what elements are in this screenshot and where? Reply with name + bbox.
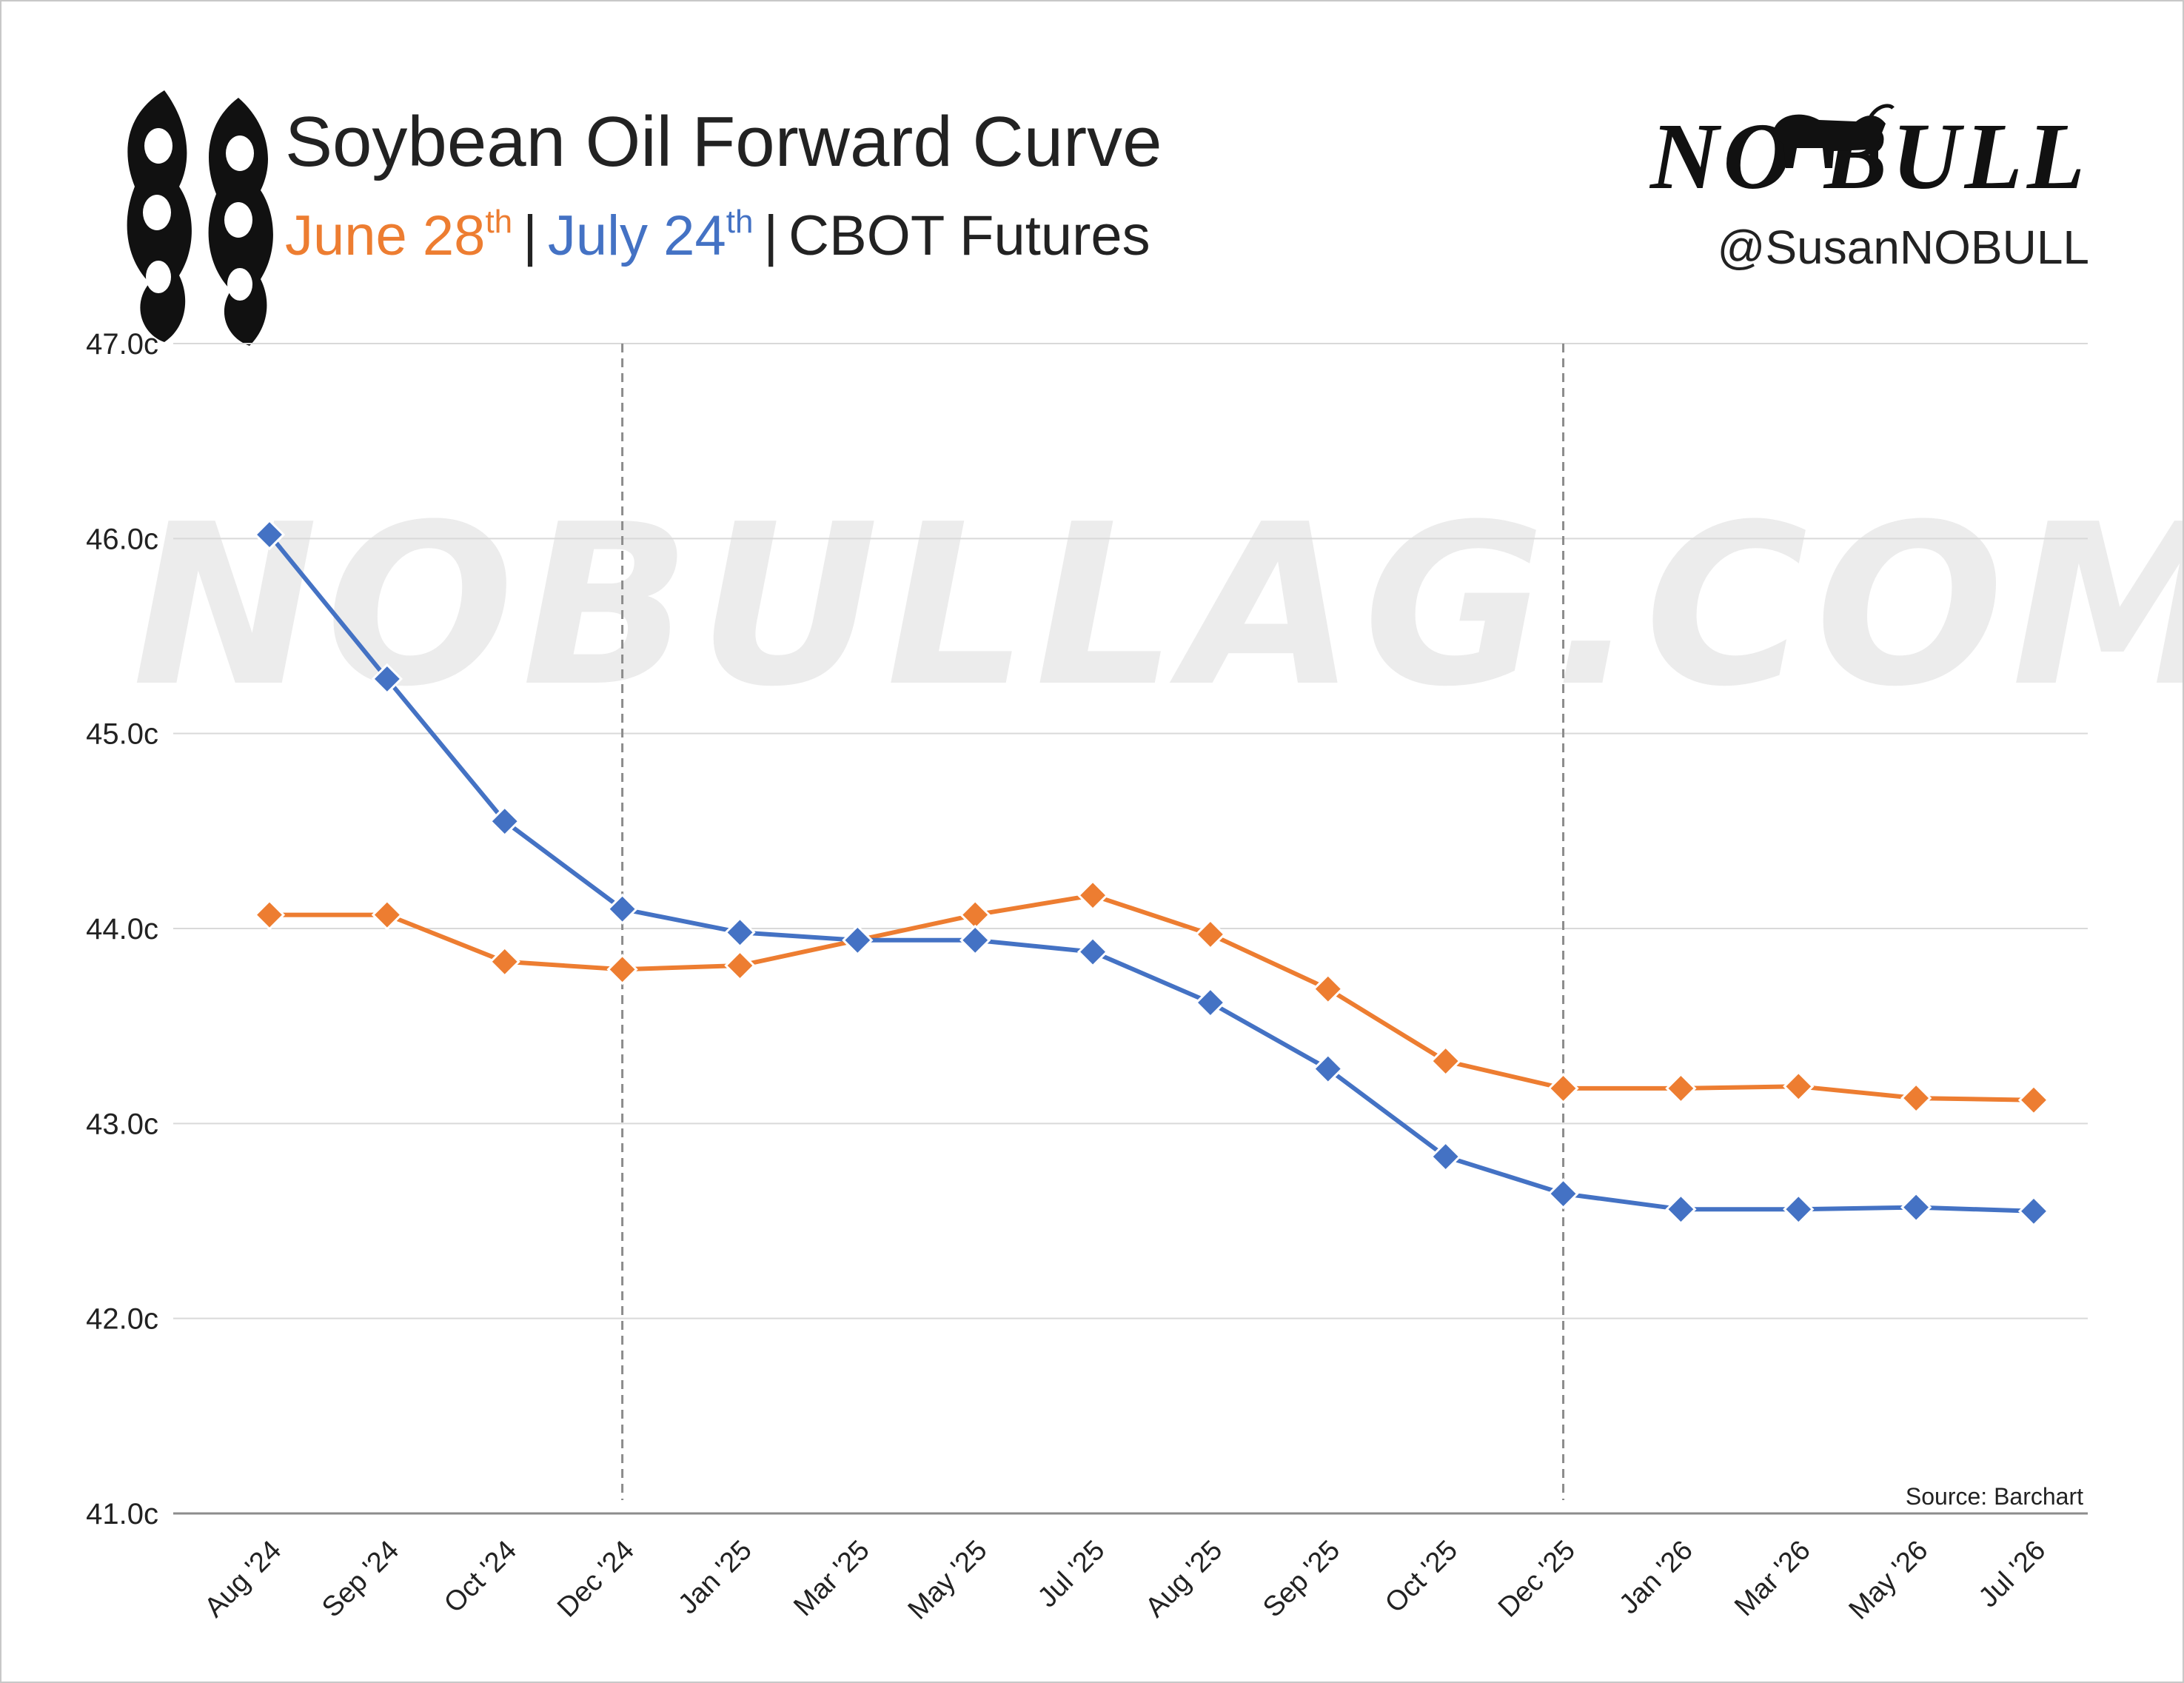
data-point: [1547, 1072, 1579, 1105]
y-tick-label: 41.0c: [86, 1498, 158, 1530]
data-point: [959, 924, 991, 956]
y-axis: 41.0c 42.0c 43.0c 44.0c 45.0c 46.0c 47.0c: [86, 328, 158, 1530]
data-point: [842, 924, 874, 956]
x-tick-label: Mar '25: [788, 1535, 875, 1622]
grid-lines: [173, 343, 2088, 1319]
x-tick-label: Sep '24: [316, 1535, 405, 1624]
legend-july-label: July 24: [548, 204, 726, 267]
data-point: [1312, 1053, 1344, 1085]
x-tick-label: Oct '25: [1379, 1535, 1464, 1619]
source-note: Source: Barchart: [1906, 1483, 2083, 1510]
data-point: [371, 663, 403, 695]
bull-icon: [1773, 104, 1895, 168]
data-point: [1665, 1194, 1697, 1225]
x-tick-label: Jan '26: [1613, 1535, 1699, 1621]
data-point: [1783, 1071, 1815, 1103]
series-line: [269, 893, 2034, 1103]
subtitle-separator-2: |: [763, 204, 778, 267]
watermark: NOBULLAG.COM: [133, 477, 2183, 735]
series-june: [253, 880, 2050, 1116]
data-point: [1430, 1140, 1461, 1173]
data-point: [1547, 1178, 1579, 1210]
data-point: [489, 946, 520, 977]
legend-june-label: June 28: [285, 204, 485, 267]
y-tick-label: 42.0c: [86, 1303, 158, 1336]
data-point: [1783, 1194, 1815, 1225]
series-layer: [253, 518, 2050, 1227]
data-point: [2017, 1195, 2050, 1227]
data-point: [606, 954, 638, 986]
data-point: [606, 893, 638, 925]
data-point: [1194, 986, 1227, 1019]
y-tick-label: 46.0c: [86, 523, 158, 555]
social-handle: @SusanNOBULL: [1717, 221, 2089, 274]
subtitle-suffix: CBOT Futures: [788, 204, 1150, 267]
x-tick-label: Mar '26: [1729, 1535, 1816, 1622]
legend-july-sup: th: [726, 204, 754, 240]
brand-logo: NO BULL: [1649, 104, 2085, 209]
y-tick-label: 47.0c: [86, 328, 158, 361]
x-tick-label: Jul '25: [1032, 1535, 1111, 1614]
data-point: [1900, 1082, 1932, 1114]
data-point: [253, 518, 286, 551]
data-point: [1430, 1045, 1461, 1077]
x-tick-label: Dec '24: [552, 1535, 640, 1624]
chart-subtitle: June 28th | July 24th | CBOT Futures: [285, 204, 1150, 267]
x-tick-label: May '25: [902, 1535, 994, 1626]
x-tick-label: Jul '26: [1973, 1535, 2052, 1614]
data-point: [724, 917, 756, 948]
x-tick-label: Oct '24: [438, 1535, 523, 1619]
x-tick-label: May '26: [1843, 1535, 1935, 1626]
soybean-pod-icon: [127, 90, 273, 346]
x-axis: Aug '24 Sep '24 Oct '24 Dec '24 Jan '25 Mar '…: [198, 1535, 2051, 1626]
x-tick-label: Jan '25: [672, 1535, 758, 1621]
data-point: [371, 899, 403, 931]
data-point: [489, 806, 520, 837]
y-tick-label: 43.0c: [86, 1108, 158, 1140]
series-july: [253, 518, 2050, 1227]
series-line: [267, 533, 2034, 1214]
y-tick-label: 44.0c: [86, 913, 158, 946]
data-point: [1312, 973, 1344, 1005]
y-tick-label: 45.0c: [86, 718, 158, 751]
data-point: [724, 949, 756, 982]
data-point: [1076, 880, 1109, 911]
data-point: [253, 899, 286, 931]
data-point: [1076, 936, 1109, 968]
x-tick-label: Dec '25: [1493, 1535, 1581, 1624]
data-point: [2017, 1084, 2050, 1116]
chart-title: Soybean Oil Forward Curve: [285, 102, 1162, 181]
subtitle-separator: |: [523, 204, 537, 267]
data-point: [1194, 918, 1227, 951]
data-point: [1900, 1191, 1932, 1223]
x-tick-label: Sep '25: [1257, 1535, 1346, 1624]
x-tick-label: Aug '25: [1139, 1535, 1228, 1624]
legend-june-sup: th: [485, 204, 512, 240]
x-tick-label: Aug '24: [198, 1535, 287, 1624]
data-point: [1665, 1072, 1697, 1105]
